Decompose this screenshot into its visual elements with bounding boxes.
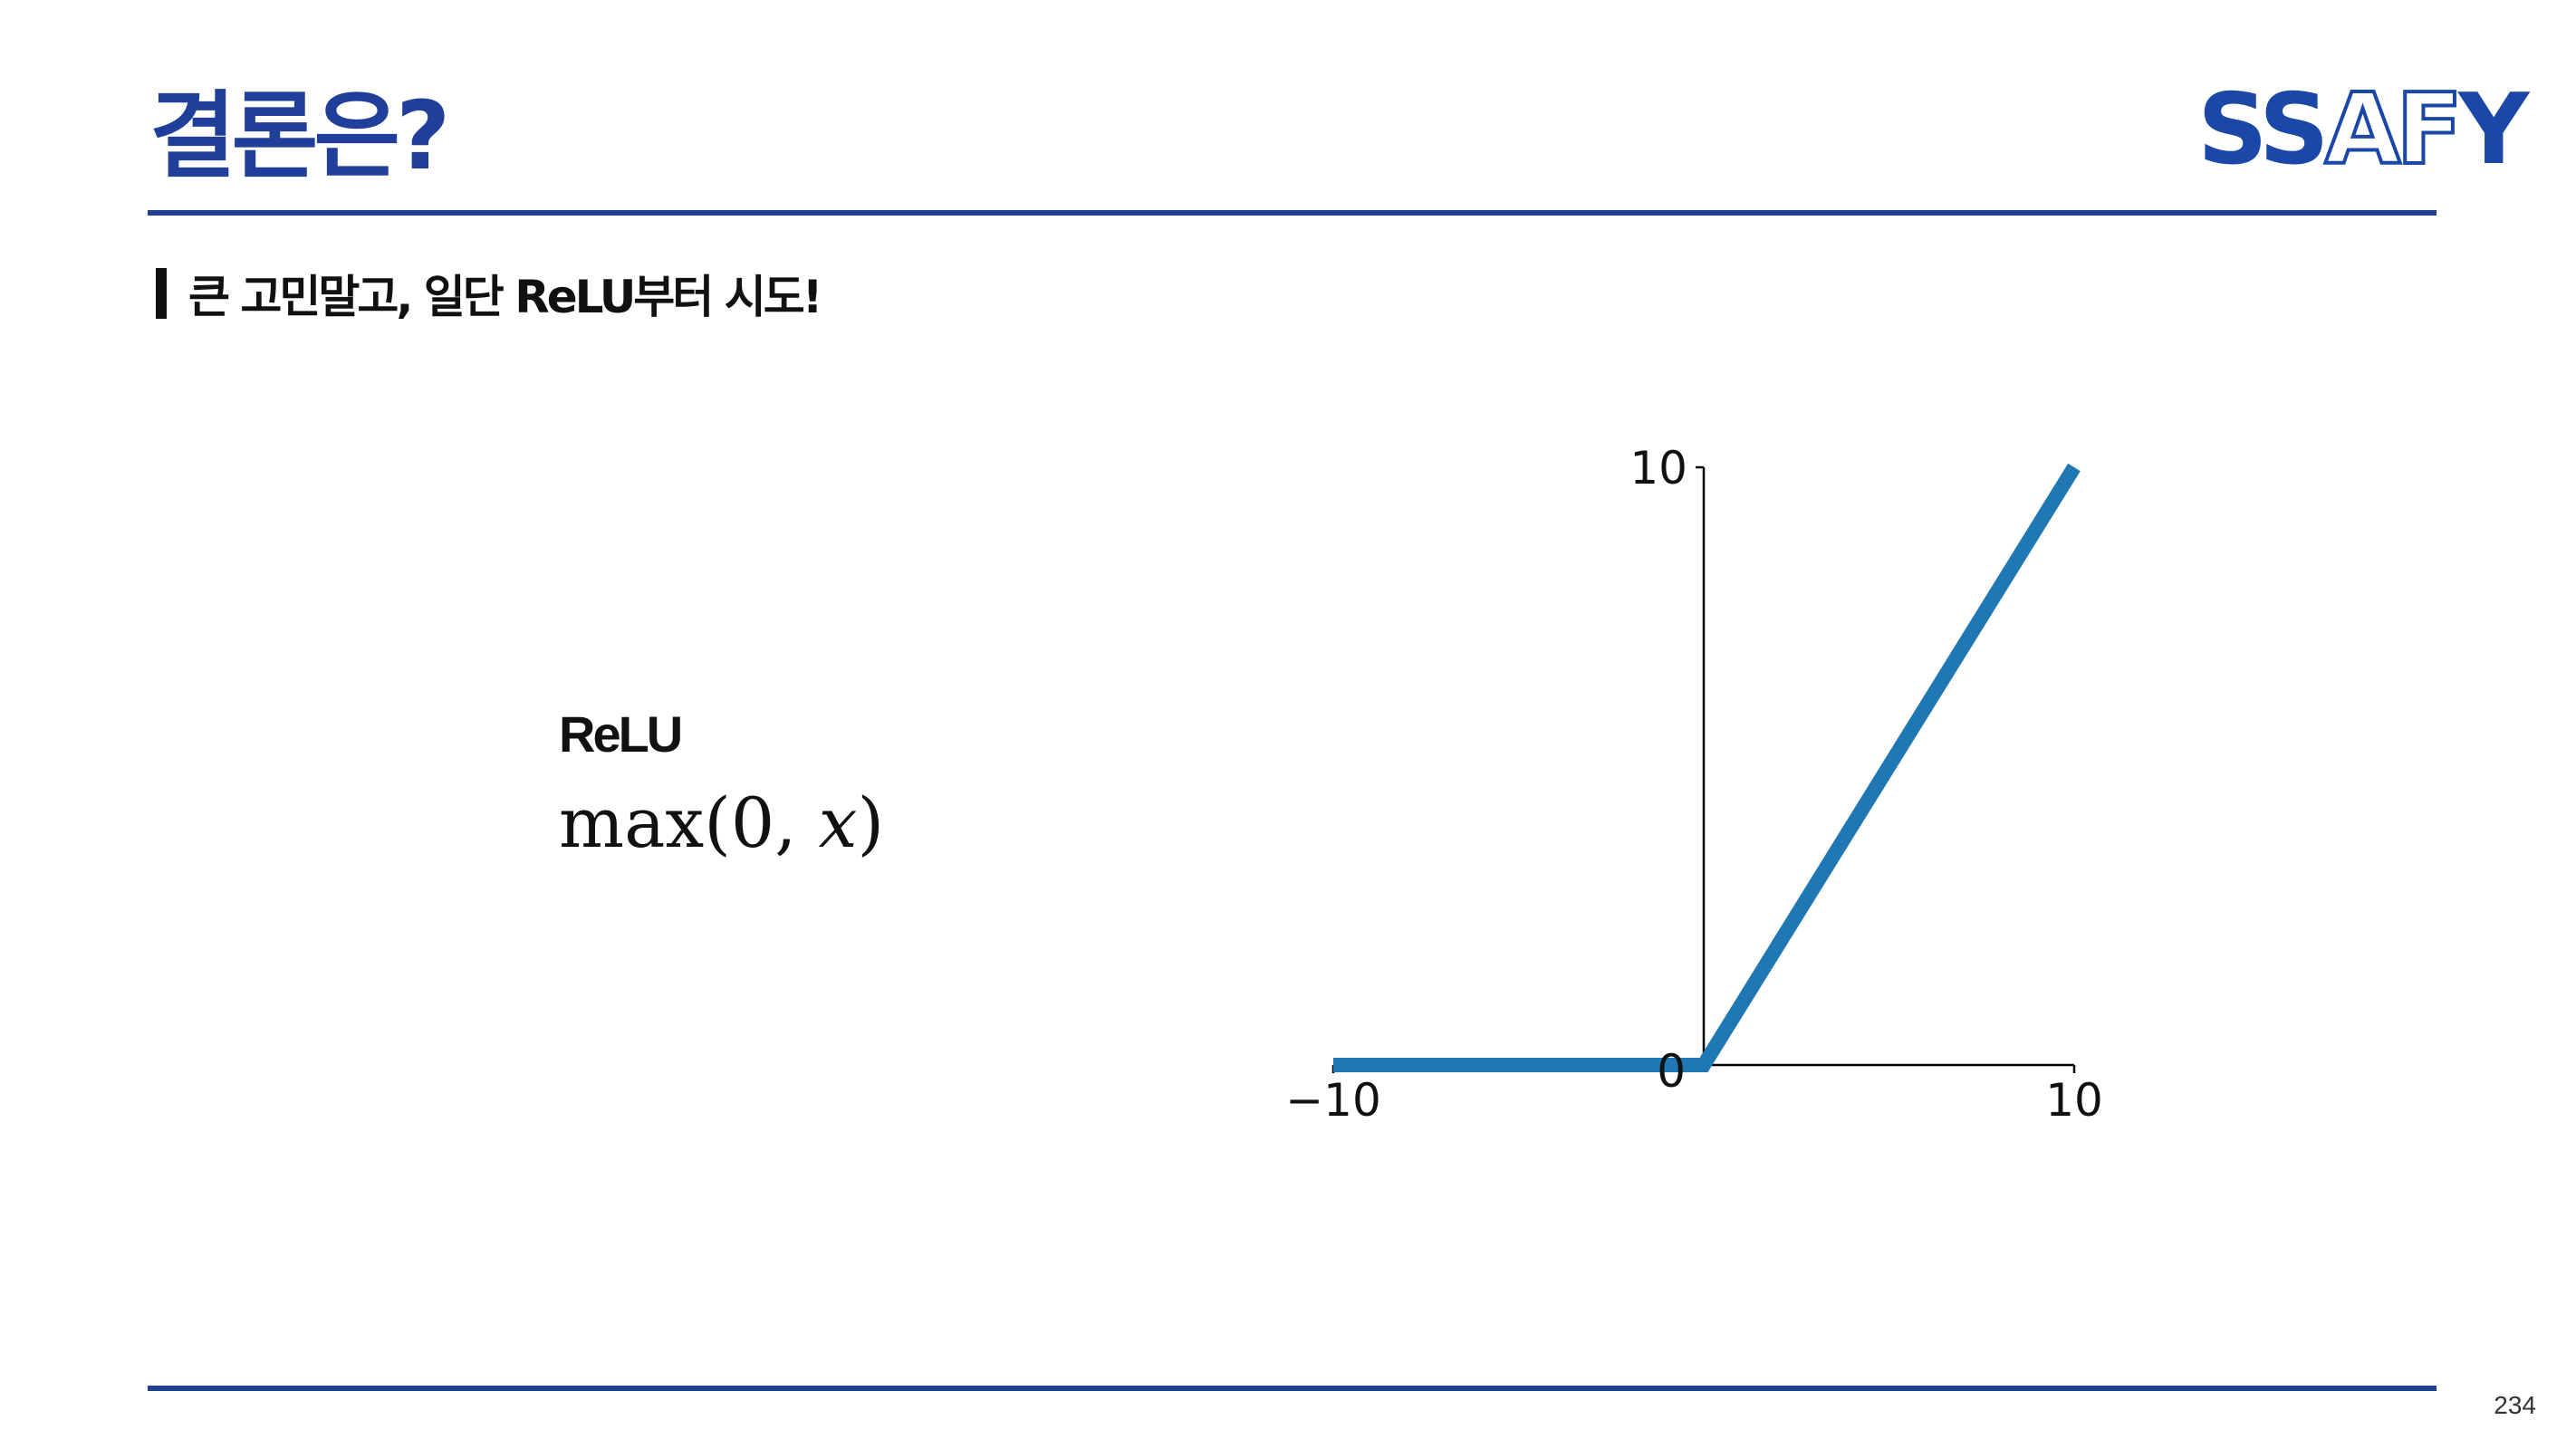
- x-tick-label: −10: [1285, 1074, 1381, 1127]
- relu-series-line: [1333, 463, 2081, 1072]
- subtitle-text: 큰 고민말고, 일단 ReLU부터 시도!: [188, 271, 823, 323]
- page-number: 234: [2494, 1391, 2536, 1419]
- relu-chart: −10 10 10 0: [1285, 442, 2103, 1127]
- subtitle: 큰 고민말고, 일단 ReLU부터 시도!: [156, 266, 823, 323]
- x-tick-label: 10: [2045, 1074, 2103, 1127]
- ssafy-logo: SSAFY: [2197, 80, 2529, 181]
- formula-variable: x: [818, 782, 858, 863]
- logo-part-1: SS: [2197, 73, 2330, 187]
- header-divider: [148, 210, 2437, 216]
- y-tick-label: 10: [1629, 442, 1687, 494]
- function-name: ReLU: [559, 705, 683, 763]
- subtitle-marker: [156, 268, 167, 319]
- slide-title: 결론은?: [149, 81, 450, 191]
- footer-divider: [148, 1386, 2437, 1391]
- formula-prefix: max(0,: [559, 782, 819, 863]
- logo-part-2: AF: [2323, 73, 2465, 187]
- function-formula: max(0, x): [559, 782, 884, 863]
- origin-label: 0: [1657, 1045, 1686, 1098]
- formula-suffix: ): [857, 782, 885, 863]
- logo-part-3: Y: [2458, 73, 2529, 187]
